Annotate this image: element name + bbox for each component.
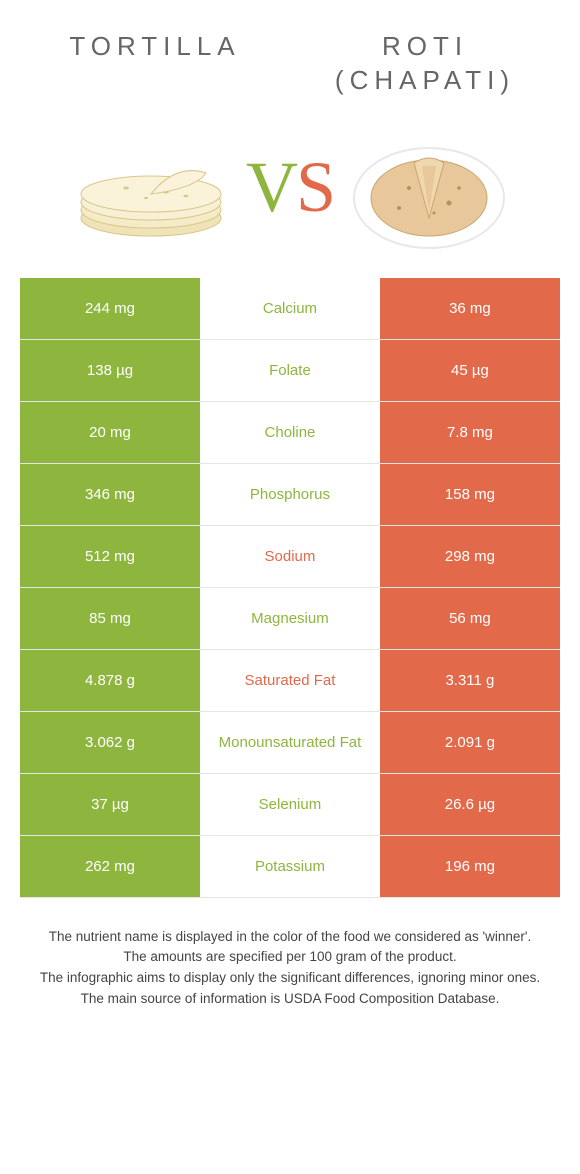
roti-image — [344, 118, 514, 258]
right-value: 158 mg — [380, 464, 560, 525]
footer-line: The amounts are specified per 100 gram o… — [30, 948, 550, 967]
images-row: VS — [0, 108, 580, 278]
left-value: 512 mg — [20, 526, 200, 587]
right-title-col: ROTI (CHAPATI) — [290, 30, 560, 98]
right-value: 196 mg — [380, 836, 560, 897]
nutrient-label: Calcium — [200, 278, 380, 339]
right-title: ROTI (CHAPATI) — [290, 30, 560, 98]
table-row: 3.062 gMonounsaturated Fat2.091 g — [20, 712, 560, 774]
vs-label: VS — [246, 146, 334, 229]
footer-line: The infographic aims to display only the… — [30, 969, 550, 988]
left-value: 3.062 g — [20, 712, 200, 773]
right-value: 3.311 g — [380, 650, 560, 711]
nutrient-label: Magnesium — [200, 588, 380, 649]
right-value: 7.8 mg — [380, 402, 560, 463]
table-row: 512 mgSodium298 mg — [20, 526, 560, 588]
left-value: 20 mg — [20, 402, 200, 463]
right-value: 26.6 µg — [380, 774, 560, 835]
footer: The nutrient name is displayed in the co… — [0, 898, 580, 1032]
table-row: 138 µgFolate45 µg — [20, 340, 560, 402]
vs-v: V — [246, 147, 296, 227]
left-value: 138 µg — [20, 340, 200, 401]
nutrient-label: Selenium — [200, 774, 380, 835]
table-row: 4.878 gSaturated Fat3.311 g — [20, 650, 560, 712]
footer-line: The nutrient name is displayed in the co… — [30, 928, 550, 947]
right-value: 298 mg — [380, 526, 560, 587]
vs-s: S — [296, 147, 334, 227]
nutrient-label: Folate — [200, 340, 380, 401]
table-row: 85 mgMagnesium56 mg — [20, 588, 560, 650]
right-value: 2.091 g — [380, 712, 560, 773]
footer-line: The main source of information is USDA F… — [30, 990, 550, 1009]
table-row: 37 µgSelenium26.6 µg — [20, 774, 560, 836]
table-row: 262 mgPotassium196 mg — [20, 836, 560, 898]
right-value: 56 mg — [380, 588, 560, 649]
header: TORTILLA ROTI (CHAPATI) — [0, 0, 580, 108]
table-row: 244 mgCalcium36 mg — [20, 278, 560, 340]
nutrient-label: Saturated Fat — [200, 650, 380, 711]
nutrient-table: 244 mgCalcium36 mg138 µgFolate45 µg20 mg… — [0, 278, 580, 898]
nutrient-label: Monounsaturated Fat — [200, 712, 380, 773]
left-title: TORTILLA — [20, 30, 290, 64]
left-value: 37 µg — [20, 774, 200, 835]
right-value: 45 µg — [380, 340, 560, 401]
left-value: 85 mg — [20, 588, 200, 649]
tortilla-image — [66, 118, 236, 258]
right-value: 36 mg — [380, 278, 560, 339]
nutrient-label: Sodium — [200, 526, 380, 587]
left-value: 4.878 g — [20, 650, 200, 711]
nutrient-label: Phosphorus — [200, 464, 380, 525]
nutrient-label: Choline — [200, 402, 380, 463]
left-value: 346 mg — [20, 464, 200, 525]
left-title-col: TORTILLA — [20, 30, 290, 98]
table-row: 20 mgCholine7.8 mg — [20, 402, 560, 464]
nutrient-label: Potassium — [200, 836, 380, 897]
left-value: 244 mg — [20, 278, 200, 339]
table-row: 346 mgPhosphorus158 mg — [20, 464, 560, 526]
left-value: 262 mg — [20, 836, 200, 897]
